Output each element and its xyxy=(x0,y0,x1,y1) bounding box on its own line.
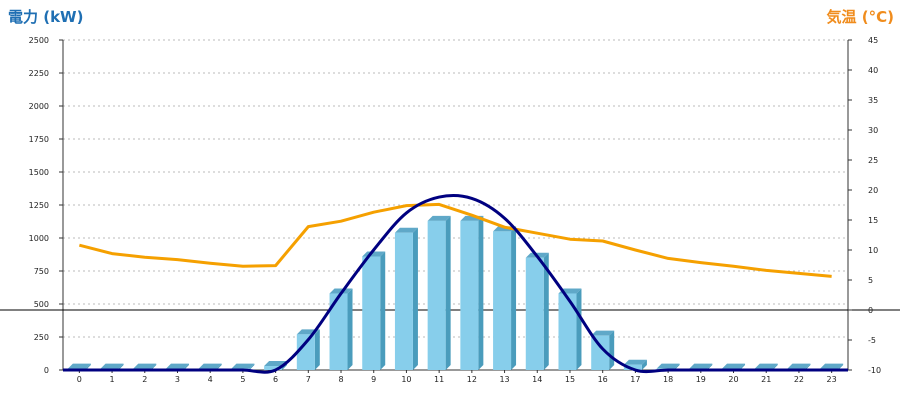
bar xyxy=(623,359,647,370)
right-tick-label: 25 xyxy=(868,156,878,165)
x-tick-label: 2 xyxy=(142,375,147,384)
right-tick-label: 20 xyxy=(868,186,878,195)
x-tick-label: 12 xyxy=(467,375,477,384)
right-tick-label: 5 xyxy=(868,276,873,285)
x-tick-label: 21 xyxy=(761,375,771,384)
x-tick-label: 6 xyxy=(273,375,278,384)
left-axis-title: 電力 (kW) xyxy=(8,8,84,26)
left-tick-label: 2000 xyxy=(29,102,49,111)
power-line xyxy=(62,194,848,374)
x-tick-label: 10 xyxy=(401,375,411,384)
bar xyxy=(493,226,517,370)
x-tick-label: 14 xyxy=(532,375,542,384)
left-tick-label: 750 xyxy=(34,267,49,276)
x-tick-label: 1 xyxy=(110,375,115,384)
right-tick-label: -5 xyxy=(868,336,876,345)
left-tick-label: 250 xyxy=(34,333,49,342)
bar xyxy=(394,227,418,370)
x-tick-label: 18 xyxy=(663,375,673,384)
bar xyxy=(362,251,386,370)
x-tick-label: 7 xyxy=(306,375,311,384)
right-tick-label: 10 xyxy=(868,246,878,255)
right-tick-label: 45 xyxy=(868,36,878,45)
left-tick-label: 0 xyxy=(44,366,49,375)
bar xyxy=(525,252,549,370)
bar xyxy=(329,288,353,370)
x-tick-label: 22 xyxy=(794,375,804,384)
x-tick-label: 8 xyxy=(338,375,343,384)
temperature-line xyxy=(78,202,832,278)
x-tick-label: 17 xyxy=(630,375,640,384)
bar xyxy=(427,215,451,370)
right-tick-label: 35 xyxy=(868,96,878,105)
right-tick-label: -10 xyxy=(868,366,881,375)
x-tick-label: 20 xyxy=(728,375,738,384)
x-tick-label: 13 xyxy=(499,375,509,384)
bar xyxy=(558,288,582,370)
left-tick-label: 1500 xyxy=(29,168,49,177)
x-tick-label: 0 xyxy=(77,375,82,384)
bar xyxy=(591,330,615,370)
bar xyxy=(460,215,484,370)
right-axis-title: 気温 (°C) xyxy=(826,8,894,26)
left-tick-label: 2250 xyxy=(29,69,49,78)
x-tick-label: 16 xyxy=(598,375,608,384)
x-tick-label: 23 xyxy=(827,375,837,384)
left-tick-label: 1750 xyxy=(29,135,49,144)
right-tick-label: 15 xyxy=(868,216,878,225)
left-tick-label: 2500 xyxy=(29,36,49,45)
left-tick-label: 500 xyxy=(34,300,49,309)
left-tick-label: 1000 xyxy=(29,234,49,243)
left-tick-label: 1250 xyxy=(29,201,49,210)
x-tick-label: 11 xyxy=(434,375,444,384)
x-tick-label: 3 xyxy=(175,375,180,384)
right-tick-label: 30 xyxy=(868,126,878,135)
right-tick-label: 0 xyxy=(868,306,873,315)
x-tick-label: 19 xyxy=(696,375,706,384)
x-tick-label: 4 xyxy=(208,375,213,384)
x-tick-label: 15 xyxy=(565,375,575,384)
right-tick-label: 40 xyxy=(868,66,878,75)
x-tick-label: 5 xyxy=(240,375,245,384)
x-tick-label: 9 xyxy=(371,375,376,384)
